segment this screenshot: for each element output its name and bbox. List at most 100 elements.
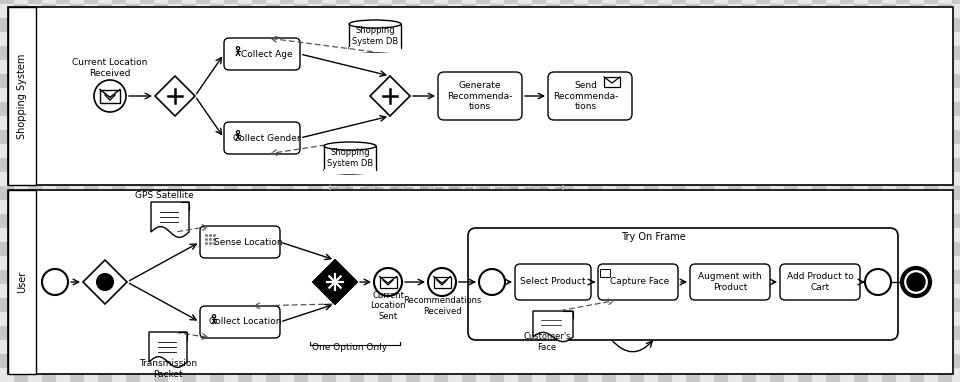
Bar bbox=[644, 284, 658, 298]
FancyBboxPatch shape bbox=[468, 228, 898, 340]
Bar bbox=[672, 74, 686, 88]
Bar bbox=[322, 102, 336, 116]
Bar bbox=[324, 146, 376, 170]
Bar bbox=[196, 4, 210, 18]
Bar bbox=[252, 242, 266, 256]
Bar bbox=[630, 242, 644, 256]
Bar bbox=[784, 242, 798, 256]
Bar bbox=[602, 256, 616, 270]
Bar bbox=[854, 4, 868, 18]
Bar bbox=[476, 298, 490, 312]
Bar bbox=[686, 340, 700, 354]
Bar bbox=[756, 60, 770, 74]
Bar bbox=[770, 130, 784, 144]
Bar bbox=[504, 368, 518, 382]
Bar bbox=[546, 172, 560, 186]
Bar bbox=[742, 214, 756, 228]
Bar bbox=[196, 228, 210, 242]
Bar bbox=[434, 130, 448, 144]
Bar bbox=[784, 88, 798, 102]
Bar bbox=[952, 102, 960, 116]
Bar bbox=[84, 228, 98, 242]
Bar bbox=[854, 242, 868, 256]
Bar bbox=[630, 74, 644, 88]
Bar bbox=[322, 172, 336, 186]
Bar bbox=[644, 200, 658, 214]
Bar bbox=[728, 144, 742, 158]
Bar bbox=[728, 228, 742, 242]
Bar bbox=[28, 284, 42, 298]
Bar bbox=[798, 200, 812, 214]
Bar bbox=[224, 242, 238, 256]
Bar bbox=[168, 368, 182, 382]
Bar bbox=[686, 46, 700, 60]
Circle shape bbox=[865, 269, 891, 295]
Bar bbox=[210, 60, 224, 74]
Bar bbox=[546, 242, 560, 256]
Bar bbox=[210, 354, 224, 368]
Bar bbox=[308, 116, 322, 130]
Bar bbox=[70, 340, 84, 354]
FancyBboxPatch shape bbox=[780, 264, 860, 300]
Bar bbox=[364, 186, 378, 200]
Bar bbox=[196, 312, 210, 326]
Bar bbox=[644, 158, 658, 172]
Bar bbox=[798, 46, 812, 60]
Bar bbox=[882, 172, 896, 186]
Bar bbox=[238, 144, 252, 158]
Bar bbox=[98, 46, 112, 60]
Bar bbox=[364, 60, 378, 74]
Bar bbox=[770, 88, 784, 102]
Bar bbox=[308, 130, 322, 144]
Bar bbox=[56, 172, 70, 186]
Bar bbox=[98, 60, 112, 74]
Bar bbox=[714, 18, 728, 32]
Bar bbox=[602, 186, 616, 200]
Bar bbox=[630, 228, 644, 242]
Bar bbox=[294, 340, 308, 354]
Bar bbox=[924, 354, 938, 368]
Bar bbox=[770, 256, 784, 270]
Bar bbox=[70, 18, 84, 32]
Bar bbox=[308, 242, 322, 256]
Bar bbox=[910, 340, 924, 354]
Bar bbox=[518, 256, 532, 270]
Bar bbox=[462, 200, 476, 214]
Bar bbox=[252, 144, 266, 158]
Bar bbox=[840, 298, 854, 312]
Bar bbox=[546, 46, 560, 60]
Bar bbox=[574, 74, 588, 88]
Bar bbox=[406, 256, 420, 270]
Bar bbox=[770, 116, 784, 130]
Bar bbox=[476, 46, 490, 60]
Bar bbox=[770, 214, 784, 228]
Bar bbox=[28, 270, 42, 284]
Text: Sense Location: Sense Location bbox=[214, 238, 282, 246]
Bar bbox=[854, 32, 868, 46]
Bar bbox=[42, 158, 56, 172]
Bar bbox=[392, 102, 406, 116]
Bar bbox=[266, 88, 280, 102]
Bar bbox=[140, 340, 154, 354]
Bar bbox=[644, 326, 658, 340]
Bar bbox=[0, 88, 14, 102]
Bar bbox=[798, 144, 812, 158]
Bar bbox=[518, 228, 532, 242]
Bar bbox=[588, 354, 602, 368]
Bar bbox=[546, 0, 560, 4]
Bar bbox=[462, 242, 476, 256]
Bar bbox=[952, 158, 960, 172]
Bar bbox=[56, 130, 70, 144]
Bar bbox=[490, 116, 504, 130]
Bar bbox=[728, 256, 742, 270]
Bar bbox=[574, 270, 588, 284]
Bar bbox=[8, 190, 36, 374]
Bar bbox=[294, 186, 308, 200]
Bar bbox=[0, 228, 14, 242]
Bar bbox=[448, 242, 462, 256]
Bar bbox=[112, 32, 126, 46]
Bar bbox=[742, 102, 756, 116]
Bar bbox=[294, 102, 308, 116]
Bar bbox=[826, 46, 840, 60]
Bar bbox=[0, 46, 14, 60]
